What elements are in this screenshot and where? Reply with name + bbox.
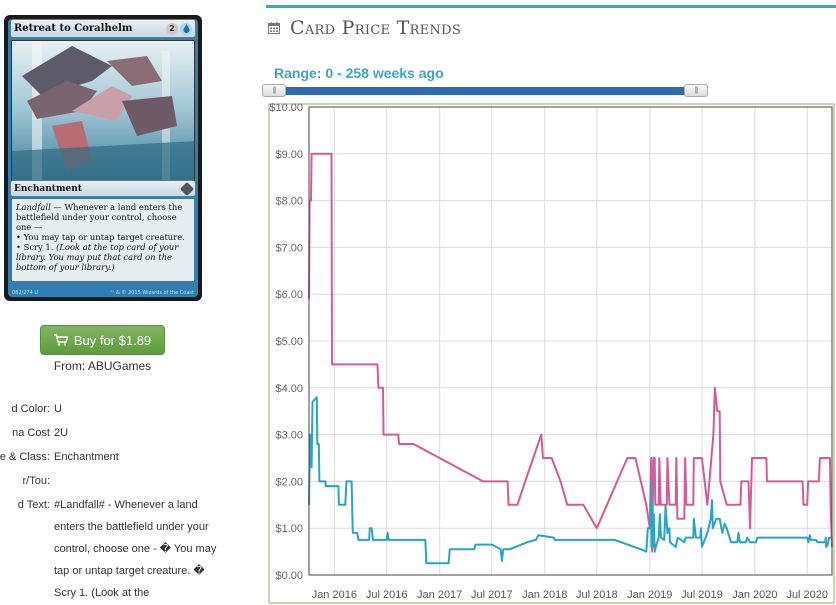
y-tick-label: $10.00 xyxy=(269,102,303,114)
detail-value: 2U xyxy=(54,427,69,439)
detail-row-type-class: e & Class: Enchantment xyxy=(0,451,240,475)
detail-row-power-toughness: r/Tou: xyxy=(0,475,240,499)
rules-line: one — xyxy=(16,222,43,232)
x-tick-label: Jan 2020 xyxy=(732,589,777,601)
detail-label: d Color: xyxy=(11,403,50,415)
price-trends-header: Card Price Trends xyxy=(268,17,461,39)
y-tick-label: $3.00 xyxy=(275,430,303,442)
y-tick-label: $8.00 xyxy=(275,196,303,208)
card-artwork xyxy=(11,40,195,181)
mana-generic-symbol: 2 xyxy=(166,22,178,35)
y-tick-label: $5.00 xyxy=(275,336,303,348)
collector-number: 082/274 U xyxy=(12,290,39,296)
y-tick-label: $6.00 xyxy=(275,289,303,301)
rules-line: • Scry 1. (Look at the top card of your xyxy=(16,242,179,252)
vendor-label: From: ABUGames xyxy=(53,359,152,373)
detail-row-mana-cost: na Cost 2U xyxy=(0,427,240,451)
buy-button[interactable]: Buy for $1.89 xyxy=(40,325,165,355)
card-frame: Retreat to Coralhelm 2 xyxy=(8,19,198,297)
calendar-icon xyxy=(268,22,280,34)
detail-label: na Cost xyxy=(12,427,50,439)
detail-value: U xyxy=(54,403,62,415)
card-image: Retreat to Coralhelm 2 xyxy=(4,15,202,301)
rules-line: bottom of your library.) xyxy=(16,262,115,272)
rules-line: • You may tap or untap target creature. xyxy=(16,232,185,242)
mana-blue-symbol xyxy=(180,22,192,35)
slider-track[interactable] xyxy=(270,87,700,95)
slider-handle-right[interactable]: ||| xyxy=(684,84,708,97)
card-footer: 082/274 U ™ & © 2015 Wizards of the Coas… xyxy=(12,290,194,296)
detail-row-card-text: d Text: #Landfall# - Whenever a land ent… xyxy=(0,499,240,599)
copyright-text: ™ & © 2015 Wizards of the Coast xyxy=(109,290,194,296)
slider-handle-left[interactable]: ||| xyxy=(262,84,286,97)
detail-label: r/Tou: xyxy=(22,475,50,487)
x-tick-label: Jul 2019 xyxy=(681,589,723,601)
set-symbol-icon xyxy=(179,181,195,196)
shopping-cart-icon xyxy=(53,334,68,346)
buy-button-label: Buy for $1.89 xyxy=(73,332,152,348)
detail-row-color: d Color: U xyxy=(0,403,240,427)
panel-top-rule xyxy=(266,5,836,8)
price-series-line-1 xyxy=(308,152,833,553)
x-tick-label: Jul 2020 xyxy=(786,589,828,601)
x-tick-label: Jul 2018 xyxy=(576,589,618,601)
price-trends-title: Card Price Trends xyxy=(290,17,462,39)
detail-label: d Text: xyxy=(17,499,50,511)
rules-line: Landfall — Whenever a land enters the xyxy=(16,202,183,212)
x-tick-label: Jul 2017 xyxy=(471,589,513,601)
y-tick-label: $9.00 xyxy=(275,149,303,161)
y-tick-label: $7.00 xyxy=(275,242,303,254)
price-series-line-2 xyxy=(308,396,832,565)
artwork-illustration xyxy=(12,41,194,180)
card-type-bar: Enchantment xyxy=(10,180,196,197)
card-type-line: Enchantment xyxy=(14,183,82,194)
mana-cost: 2 xyxy=(166,22,192,35)
x-tick-label: Jan 2019 xyxy=(627,589,672,601)
detail-label: e & Class: xyxy=(0,451,50,463)
range-label: Range: 0 - 258 weeks ago xyxy=(274,65,444,81)
card-name: Retreat to Coralhelm xyxy=(14,23,133,34)
card-name-bar: Retreat to Coralhelm 2 xyxy=(10,19,196,38)
rules-line: battlefield under your control, choose xyxy=(16,212,177,222)
x-tick-label: Jan 2017 xyxy=(417,589,462,601)
range-slider[interactable]: ||| ||| xyxy=(262,84,708,97)
price-chart: $0.00 $1.00 $2.00 $3.00 $4.00 $5.00 $6.00 $7.00… xyxy=(268,102,835,604)
detail-value: #Landfall# - Whenever a land enters the … xyxy=(54,499,217,599)
y-tick-label: $0.00 xyxy=(275,570,303,582)
detail-value: Enchantment xyxy=(54,451,119,463)
card-rules-text: Landfall — Whenever a land enters the ba… xyxy=(12,199,194,281)
rules-line: library. You may put that card on the xyxy=(16,252,172,262)
plot-border xyxy=(308,106,833,576)
x-tick-label: Jan 2016 xyxy=(312,589,357,601)
x-tick-label: Jan 2018 xyxy=(522,589,567,601)
y-tick-label: $2.00 xyxy=(275,476,303,488)
x-tick-label: Jul 2016 xyxy=(366,589,408,601)
y-tick-label: $4.00 xyxy=(275,383,303,395)
y-tick-label: $1.00 xyxy=(275,523,303,535)
